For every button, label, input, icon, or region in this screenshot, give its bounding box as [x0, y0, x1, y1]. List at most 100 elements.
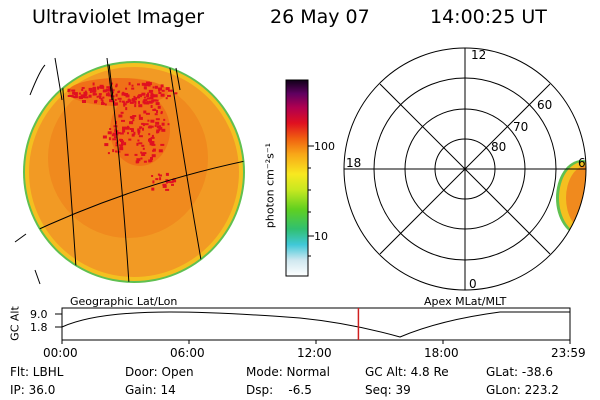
aurora-pixel: [73, 92, 78, 96]
aurora-pixel: [151, 175, 154, 177]
aurora-pixel: [114, 99, 117, 101]
aurora-pixel: [122, 126, 126, 130]
aurora-pixel: [165, 87, 170, 91]
status-mode: Mode: Normal: [246, 365, 330, 379]
aurora-pixel: [115, 150, 117, 153]
aurora-pixel: [162, 183, 167, 186]
timeline-xtick: 23:59: [551, 346, 586, 360]
aurora-pixel: [118, 114, 123, 118]
aurora-pixel: [104, 143, 109, 147]
aurora-pixel: [121, 92, 126, 96]
aurora-pixel: [152, 180, 155, 184]
aurora-pixel: [74, 95, 78, 99]
aurora-pixel: [144, 123, 149, 126]
aurora-pixel: [131, 87, 135, 90]
aurora-pixel: [147, 119, 150, 122]
aurora-pixel: [115, 93, 118, 97]
aurora-pixel: [150, 92, 154, 95]
aurora-pixel: [89, 90, 92, 93]
aurora-pixel: [101, 102, 104, 105]
aurora-pixel: [136, 158, 141, 162]
aurora-pixel: [131, 133, 135, 137]
aurora-pixel: [142, 127, 144, 131]
aurora-pixel: [149, 141, 154, 144]
earth-disk-image: [14, 57, 245, 285]
aurora-pixel: [156, 110, 158, 113]
aurora-pixel: [153, 94, 158, 98]
aurora-pixel: [100, 97, 103, 101]
aurora-pixel: [101, 99, 104, 103]
aurora-pixel: [156, 130, 159, 134]
aurora-pixel: [151, 154, 156, 158]
aurora-pixel: [150, 105, 153, 108]
aurora-pixel: [120, 111, 124, 114]
aurora-pixel: [143, 96, 146, 99]
aurora-pixel: [124, 93, 129, 96]
aurora-pixel: [151, 134, 154, 138]
aurora-pixel: [136, 161, 140, 163]
aurora-pixel: [145, 81, 150, 84]
aurora-pixel: [148, 133, 151, 136]
aurora-pixel: [102, 89, 107, 93]
aurora-pixel: [88, 94, 92, 98]
aurora-pixel: [112, 149, 115, 153]
aurora-pixel: [102, 96, 105, 99]
aurora-pixel: [122, 91, 125, 94]
aurora-pixel: [125, 101, 128, 104]
aurora-pixel: [161, 128, 166, 132]
aurora-pixel: [107, 131, 112, 135]
aurora-pixel: [121, 100, 125, 103]
aurora-pixel: [136, 142, 139, 146]
status-gain: Gain: 14: [125, 383, 176, 397]
aurora-pixel: [138, 114, 141, 118]
colorbar-tick-100: 100: [314, 140, 335, 153]
status-door: Door: Open: [125, 365, 194, 379]
aurora-pixel: [129, 101, 134, 104]
aurora-pixel: [155, 121, 160, 125]
aurora-pixel: [170, 89, 173, 92]
aurora-pixel: [141, 122, 145, 125]
aurora-pixel: [151, 125, 154, 128]
aurora-pixel: [168, 89, 172, 92]
mlt-label-12: 12: [471, 48, 487, 62]
date-label: 26 May 07: [270, 6, 370, 28]
mlt-label-18: 18: [346, 156, 362, 170]
aurora-pixel: [127, 132, 129, 135]
aurora-pixel: [98, 93, 102, 96]
aurora-pixel: [125, 126, 130, 130]
aurora-pixel: [119, 132, 124, 135]
aurora-pixel: [165, 179, 169, 182]
aurora-pixel: [137, 131, 140, 135]
aurora-pixel: [67, 90, 70, 92]
aurora-pixel: [154, 124, 157, 127]
aurora-pixel: [148, 100, 153, 104]
aurora-pixel: [115, 85, 118, 88]
aurora-pixel: [152, 149, 155, 152]
aurora-pixel: [130, 116, 135, 119]
aurora-pixel: [82, 100, 86, 103]
aurora-pixel: [142, 152, 147, 155]
aurora-pixel: [111, 134, 116, 137]
aurora-pixel: [107, 152, 110, 155]
aurora-pixel: [138, 100, 140, 104]
geographic-grid-outside: [14, 57, 181, 285]
aurora-pixel: [141, 82, 145, 86]
aurora-pixel: [149, 96, 154, 99]
aurora-pixel: [150, 119, 155, 123]
colorbar-tick-10: 10: [314, 230, 328, 243]
aurora-pixel: [133, 95, 136, 98]
aurora-pixel: [128, 138, 132, 141]
aurora-pixel: [94, 100, 97, 104]
aurora-pixel: [141, 153, 146, 156]
aurora-pixel: [106, 86, 111, 89]
aurora-pixel: [129, 128, 134, 130]
aurora-pixel: [140, 157, 143, 160]
apex-label: Apex MLat/MLT: [424, 295, 507, 308]
polar-mlat-mlt-plot: [343, 47, 587, 291]
colorbar-unit-label: photon cm⁻²s⁻¹: [263, 142, 277, 229]
aurora-pixel: [92, 82, 95, 86]
aurora-pixel: [113, 101, 116, 105]
time-label: 14:00:25 UT: [430, 6, 547, 28]
aurora-pixel: [154, 85, 158, 89]
aurora-pixel: [154, 113, 158, 116]
